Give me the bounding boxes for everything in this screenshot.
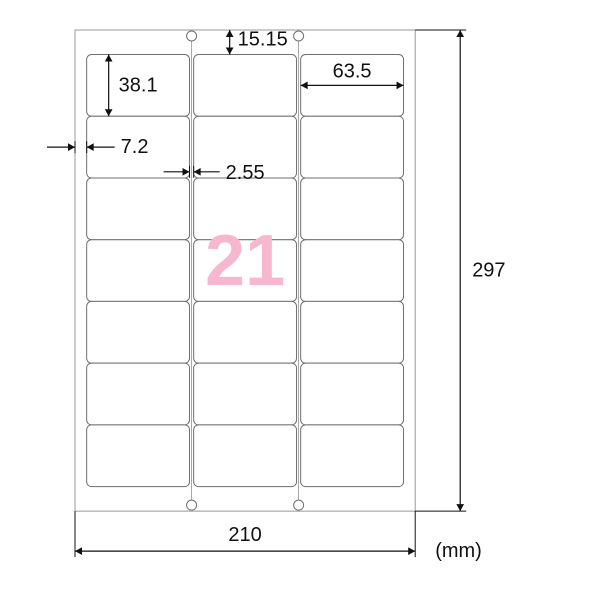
label-cell — [301, 363, 404, 425]
label-cell — [194, 55, 297, 117]
label-cell — [301, 178, 404, 240]
label-cell — [194, 301, 297, 363]
punch-tab — [294, 500, 304, 510]
dim-top-margin: 15.15 — [238, 29, 288, 51]
punch-tab — [294, 31, 304, 41]
dim-label-width: 63.5 — [333, 60, 372, 82]
dim-label-height: 38.1 — [119, 74, 158, 96]
label-cell — [194, 425, 297, 487]
label-count: 21 — [205, 221, 285, 301]
label-cell — [301, 116, 404, 178]
label-cell — [301, 425, 404, 487]
label-cell — [194, 363, 297, 425]
dim-sheet-width: 210 — [228, 524, 261, 546]
label-cell — [87, 363, 190, 425]
label-cell — [87, 178, 190, 240]
punch-tab — [187, 31, 197, 41]
label-cell — [87, 240, 190, 302]
label-cell — [87, 425, 190, 487]
punch-tab — [187, 500, 197, 510]
dim-col-gap: 2.55 — [226, 162, 265, 184]
dim-left-margin: 7.2 — [121, 136, 149, 158]
unit-label: (mm) — [435, 540, 482, 562]
label-cell — [301, 240, 404, 302]
label-cell — [87, 301, 190, 363]
label-cell — [301, 301, 404, 363]
dim-sheet-height: 297 — [472, 260, 505, 282]
